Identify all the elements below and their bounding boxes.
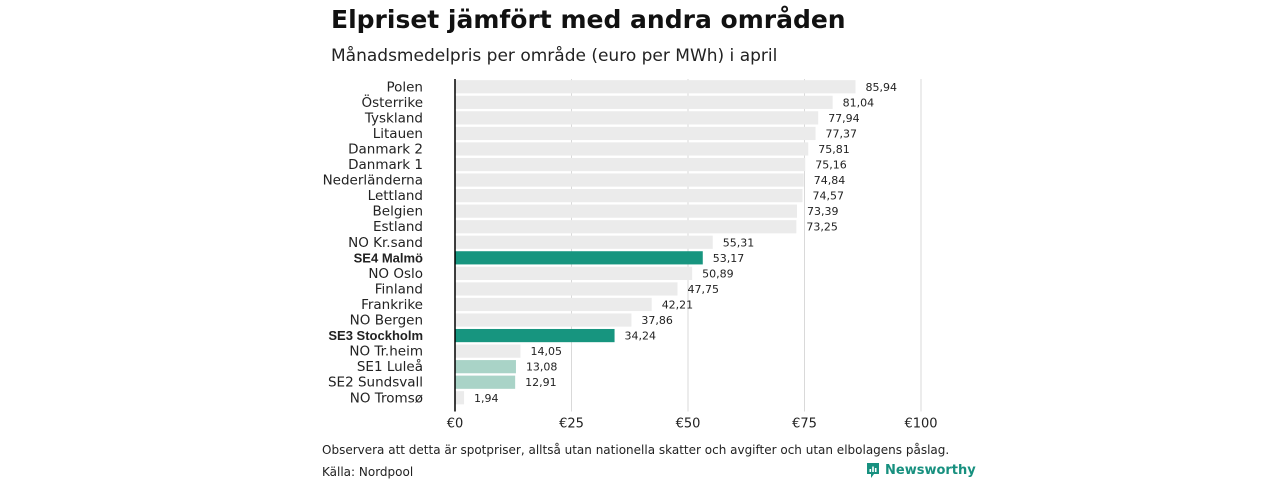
x-tick-label: €100 bbox=[904, 417, 937, 432]
category-label: Frankrike bbox=[361, 297, 423, 313]
value-label: 34,24 bbox=[625, 330, 657, 343]
category-label: Österrike bbox=[361, 93, 423, 111]
x-tick-label: €25 bbox=[559, 417, 584, 432]
bar bbox=[455, 328, 615, 343]
value-labels: 85,94 81,04 77,94 77,37 75,81 75,16 74,84 74,57… bbox=[474, 81, 897, 405]
value-label: 1,94 bbox=[474, 392, 499, 405]
category-label: NO Bergen bbox=[350, 313, 423, 329]
bar bbox=[455, 297, 652, 312]
value-label: 77,94 bbox=[828, 112, 860, 125]
category-label: Litauen bbox=[373, 126, 423, 142]
category-label: Danmark 1 bbox=[348, 157, 423, 173]
bar bbox=[455, 142, 809, 156]
value-label: 53,17 bbox=[713, 252, 745, 265]
bars bbox=[455, 80, 856, 405]
value-label: 74,57 bbox=[812, 190, 844, 203]
category-label: NO Oslo bbox=[368, 266, 423, 282]
category-label: SE3 Stockholm bbox=[328, 328, 423, 343]
value-label: 50,89 bbox=[702, 267, 734, 280]
x-tick-label: €50 bbox=[676, 417, 701, 432]
bar bbox=[455, 235, 713, 249]
chart-subtitle: Månadsmedelpris per område (euro per MWh… bbox=[331, 46, 778, 66]
value-label: 37,86 bbox=[641, 314, 673, 327]
value-label: 12,91 bbox=[525, 376, 557, 389]
source-label: Källa: Nordpool bbox=[322, 465, 414, 479]
value-label: 55,31 bbox=[723, 236, 755, 249]
category-label: SE2 Sundsvall bbox=[328, 375, 423, 391]
value-label: 42,21 bbox=[662, 298, 694, 311]
value-label: 85,94 bbox=[865, 81, 897, 94]
x-tick-label: €75 bbox=[792, 417, 817, 432]
category-label: NO Tromsø bbox=[350, 390, 423, 406]
bar bbox=[455, 391, 465, 405]
value-label: 14,05 bbox=[530, 345, 562, 358]
category-label: Polen bbox=[386, 79, 423, 95]
value-label: 81,04 bbox=[843, 96, 875, 109]
value-label: 73,39 bbox=[807, 205, 839, 218]
bar bbox=[455, 220, 797, 234]
value-label: 13,08 bbox=[526, 361, 558, 374]
value-label: 75,16 bbox=[815, 159, 847, 172]
category-label: Lettland bbox=[368, 188, 423, 204]
footnote: Observera att detta är spotpriser, allts… bbox=[322, 443, 950, 457]
category-label: Estland bbox=[373, 219, 423, 235]
bar bbox=[455, 204, 797, 218]
bar bbox=[455, 157, 806, 172]
bar bbox=[455, 173, 804, 187]
category-label: SE4 Malmö bbox=[354, 250, 423, 265]
newsworthy-icon bbox=[867, 463, 879, 478]
chart-title: Elpriset jämfört med andra områden bbox=[331, 5, 846, 34]
category-label: Nederländerna bbox=[323, 173, 423, 189]
bar bbox=[455, 111, 819, 125]
bar bbox=[455, 360, 516, 374]
bar bbox=[455, 266, 693, 280]
category-label: Finland bbox=[375, 281, 423, 297]
bar bbox=[455, 189, 803, 203]
bar bbox=[455, 80, 856, 94]
bar bbox=[455, 95, 833, 109]
value-label: 74,84 bbox=[814, 174, 846, 187]
category-label: Danmark 2 bbox=[348, 141, 423, 157]
value-label: 47,75 bbox=[688, 283, 720, 296]
bar bbox=[455, 375, 516, 389]
x-axis-ticks: €0 €25 €50 €75 €100 bbox=[447, 417, 938, 432]
bar bbox=[455, 344, 521, 358]
category-label: Belgien bbox=[373, 204, 424, 220]
category-label: Tyskland bbox=[364, 110, 423, 126]
brand-name: Newsworthy bbox=[885, 463, 976, 478]
brand-logo: Newsworthy bbox=[866, 462, 976, 479]
category-label: SE1 Luleå bbox=[357, 358, 423, 375]
bar bbox=[455, 126, 816, 141]
category-label: NO Tr.heim bbox=[349, 344, 423, 360]
bar bbox=[455, 313, 632, 327]
bar bbox=[455, 282, 678, 296]
value-label: 73,25 bbox=[806, 221, 838, 234]
bar bbox=[455, 251, 703, 265]
value-label: 75,81 bbox=[818, 143, 850, 156]
category-label: NO Kr.sand bbox=[348, 235, 423, 251]
x-tick-label: €0 bbox=[447, 417, 464, 432]
value-label: 77,37 bbox=[826, 127, 858, 140]
